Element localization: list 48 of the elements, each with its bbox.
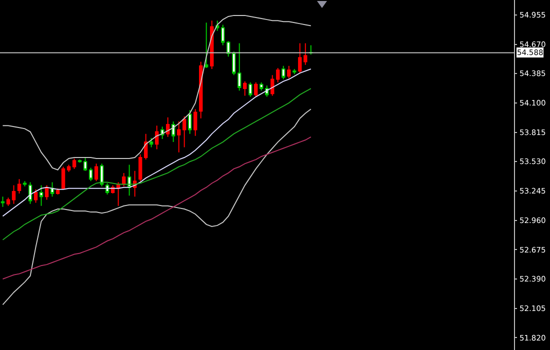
candlestick bbox=[138, 154, 142, 182]
candlestick bbox=[238, 42, 242, 92]
candlestick bbox=[221, 24, 225, 46]
candlestick bbox=[193, 108, 198, 136]
candlestick bbox=[171, 120, 176, 143]
candlestick bbox=[204, 22, 208, 68]
candlestick bbox=[17, 178, 22, 194]
candlestick bbox=[83, 157, 88, 172]
candlestick bbox=[22, 180, 27, 187]
candlestick bbox=[232, 50, 236, 76]
line-series bbox=[2, 68, 312, 217]
candlestick bbox=[176, 120, 181, 153]
candlestick bbox=[127, 164, 132, 196]
line-series bbox=[2, 108, 312, 306]
candlestick bbox=[287, 65, 291, 79]
candlestick bbox=[254, 82, 258, 98]
candlestick bbox=[292, 68, 296, 75]
candlestick bbox=[94, 163, 98, 182]
candlestick bbox=[154, 125, 159, 150]
candlestick bbox=[226, 40, 230, 58]
candlestick bbox=[66, 164, 71, 172]
candlestick bbox=[243, 80, 247, 96]
candlestick bbox=[182, 116, 186, 148]
candlestick bbox=[248, 82, 252, 98]
candlestick bbox=[166, 116, 170, 138]
candlestick bbox=[282, 65, 286, 80]
candlestick bbox=[72, 158, 76, 170]
candlestick bbox=[88, 167, 93, 182]
candlestick bbox=[61, 166, 66, 190]
candlestick bbox=[276, 67, 280, 83]
candlestick bbox=[144, 133, 148, 160]
candlestick bbox=[304, 42, 308, 66]
candlestick bbox=[34, 188, 38, 204]
candlestick bbox=[188, 110, 192, 134]
candlestick bbox=[216, 20, 220, 32]
candlestick bbox=[6, 197, 10, 206]
candlestick bbox=[149, 137, 154, 148]
line-series bbox=[2, 88, 312, 240]
candlestick bbox=[39, 184, 44, 206]
candlestick bbox=[50, 182, 54, 198]
candlestick bbox=[28, 182, 32, 204]
line-series bbox=[2, 136, 312, 280]
candlestick bbox=[100, 163, 104, 187]
candlestick bbox=[0, 196, 5, 208]
candlestick bbox=[122, 172, 126, 187]
candlestick bbox=[260, 82, 264, 92]
candlestick bbox=[298, 42, 302, 74]
candlestick bbox=[12, 184, 16, 204]
